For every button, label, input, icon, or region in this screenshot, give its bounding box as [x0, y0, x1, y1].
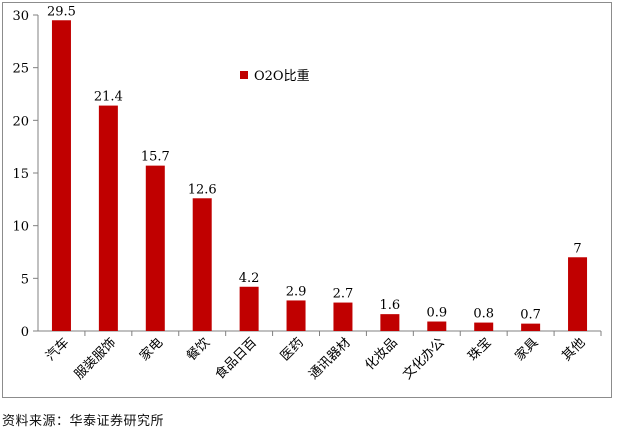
y-tick-label: 25: [12, 62, 29, 77]
bar: [286, 300, 306, 331]
x-tick-label: 家具: [512, 335, 542, 365]
y-tick-label: 30: [12, 9, 29, 24]
legend-label: O2O比重: [254, 68, 310, 84]
x-tick-label: 家电: [136, 335, 166, 365]
bar: [568, 257, 588, 331]
y-tick-label: 20: [12, 114, 29, 129]
y-tick-label: 15: [12, 167, 29, 182]
y-tick-label: 5: [21, 272, 29, 287]
bar: [145, 165, 165, 331]
data-label: 0.9: [426, 306, 447, 321]
bar: [521, 323, 541, 331]
data-label: 0.8: [473, 307, 494, 322]
x-tick-label: 汽车: [43, 335, 73, 365]
data-label: 4.2: [239, 271, 260, 286]
data-label: 2.9: [286, 284, 307, 299]
x-tick-label: 其他: [559, 335, 588, 364]
x-tick-label: 化妆品: [363, 335, 401, 373]
bar: [98, 105, 118, 331]
x-tick-label: 餐饮: [183, 335, 213, 365]
bar: [192, 198, 212, 331]
x-tick-label: 通讯器材: [306, 335, 353, 382]
x-tick-label: 珠宝: [466, 335, 495, 364]
bar: [51, 20, 71, 332]
data-label: 21.4: [94, 90, 123, 105]
x-tick-label: 食品日百: [212, 335, 260, 383]
x-tick-label: 服装服饰: [72, 335, 119, 382]
x-tick-label: 医药: [278, 335, 307, 364]
chart-frame: 0 5 10 15 20 25 30 29.5 汽车 21.4 服装服饰 15.7 家电 12.6 餐饮 4.…: [2, 2, 612, 398]
bar-chart: 0 5 10 15 20 25 30 29.5 汽车 21.4 服装服饰 15.7 家电 12.6 餐饮 4.…: [12, 4, 602, 383]
data-label: 12.6: [188, 182, 217, 197]
bar: [380, 314, 400, 331]
bar: [427, 321, 447, 331]
bar: [474, 322, 494, 331]
data-label: 15.7: [141, 150, 170, 165]
x-tick-label: 文化办公: [400, 335, 447, 382]
y-tick-label: 0: [21, 325, 29, 340]
legend-swatch: [240, 71, 248, 79]
bar: [239, 286, 259, 331]
y-tick-label: 10: [12, 220, 29, 235]
data-label: 7: [573, 241, 581, 256]
data-label: 2.7: [333, 287, 354, 302]
bar: [333, 302, 353, 331]
data-label: 0.7: [520, 308, 541, 323]
data-label: 1.6: [380, 298, 401, 313]
source-note: 资料来源：华泰证券研究所: [2, 414, 165, 429]
data-label: 29.5: [47, 4, 76, 19]
